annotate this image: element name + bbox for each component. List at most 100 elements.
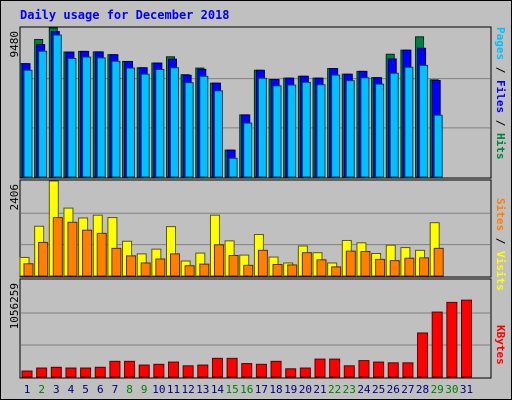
kbytes-bar — [211, 357, 223, 378]
kbytes-bar — [358, 360, 370, 378]
chart-title: Daily usage for December 2018 — [20, 8, 230, 22]
day-label: 16 — [240, 383, 253, 396]
sites-bar — [272, 264, 283, 277]
pages-bar — [23, 69, 33, 178]
kbytes-bar — [168, 361, 179, 378]
pages-bar — [404, 66, 414, 178]
day-label: 6 — [97, 383, 104, 396]
kbytes-bar — [109, 360, 121, 378]
kbytes-panel — [19, 278, 492, 379]
day-label: 22 — [328, 383, 341, 396]
hits-ymax-label: 9480 — [8, 31, 21, 58]
kbytes-bar — [285, 368, 297, 378]
kbytes-bar — [461, 299, 472, 378]
day-label: 20 — [299, 383, 312, 396]
sites-bar — [404, 257, 415, 277]
day-label: 3 — [53, 383, 60, 396]
day-label: 19 — [284, 383, 297, 396]
sites-bar — [111, 247, 122, 277]
visits-sites-bars — [19, 180, 490, 277]
kbytes-bar — [182, 365, 194, 378]
kbytes-bar — [153, 363, 165, 378]
sites-bar — [155, 258, 166, 277]
pages-bar — [316, 84, 326, 178]
pages-bar — [38, 50, 48, 178]
day-label: 28 — [416, 383, 429, 396]
sites-bar — [38, 241, 49, 277]
day-label: 9 — [141, 383, 148, 396]
kbytes-bar — [255, 363, 267, 378]
kbytes-bar — [94, 366, 106, 378]
day-label: 18 — [269, 383, 282, 396]
kbytes-bar — [138, 364, 150, 378]
sites-bar — [360, 251, 371, 277]
sites-bar — [419, 257, 430, 277]
sites-bar — [257, 249, 268, 277]
day-label: 1 — [24, 383, 31, 396]
day-label: 10 — [152, 383, 165, 396]
day-label: 29 — [431, 383, 444, 396]
sites-bar — [82, 229, 93, 277]
pages-bar — [389, 72, 399, 178]
pages-bar — [345, 80, 355, 178]
kbytes-bar — [65, 367, 77, 378]
day-label: 27 — [401, 383, 414, 396]
day-label: 24 — [357, 383, 371, 396]
sites-bar — [331, 266, 342, 277]
day-label: 26 — [387, 383, 400, 396]
sites-bar — [184, 265, 195, 277]
kbytes-bar — [50, 366, 62, 378]
sites-bar — [389, 260, 400, 277]
kbytes-bar — [446, 301, 458, 378]
sites-bar — [345, 250, 356, 277]
kbytes-bar — [226, 357, 238, 378]
sites-bar — [316, 259, 327, 277]
pages-bar — [375, 83, 385, 178]
pages-bar — [52, 34, 62, 178]
kbytes-bar — [431, 311, 443, 378]
visits-legend: Sites / Visits — [494, 198, 507, 291]
pages-bar — [155, 68, 165, 178]
kbytes-bar — [124, 360, 136, 378]
day-label: 2 — [38, 383, 45, 396]
kbytes-legend: KBytes — [494, 325, 507, 365]
kbytes-bar — [21, 370, 33, 378]
pages-bar — [301, 81, 311, 178]
day-label: 17 — [255, 383, 268, 396]
kbytes-bar — [402, 362, 414, 378]
day-label: 12 — [182, 383, 195, 396]
sites-bar — [301, 252, 312, 277]
pages-bar — [243, 122, 253, 178]
day-label: 31 — [460, 383, 473, 396]
day-labels: 1 2 3 4 5 6 7 8 9 10 11 12 13 14 15 16 17 18 19 20 21 22 23 24 2… — [24, 383, 473, 396]
kbytes-bar — [241, 363, 253, 378]
day-label: 25 — [372, 383, 385, 396]
sites-bar — [67, 221, 78, 277]
pages-bar — [360, 77, 370, 178]
day-label: 23 — [343, 383, 356, 396]
day-label: 11 — [167, 383, 180, 396]
kbytes-bar — [80, 367, 92, 378]
day-label: 4 — [68, 383, 75, 396]
sites-bar — [433, 247, 444, 277]
day-label: 14 — [211, 383, 225, 396]
pages-bar — [331, 74, 341, 178]
hits-files-pages-bars — [19, 27, 490, 178]
pages-bar — [126, 67, 136, 178]
sites-bar — [96, 232, 107, 277]
kbytes-bar — [270, 360, 282, 378]
kbytes-bar — [387, 362, 399, 378]
pages-bar — [184, 82, 194, 178]
pages-bar — [140, 73, 150, 178]
hits-legend: Pages / Files / Hits — [494, 27, 507, 160]
kbytes-bar — [299, 367, 311, 378]
pages-bar — [257, 77, 267, 178]
sites-bar — [23, 263, 34, 277]
pages-bar — [419, 64, 429, 178]
sites-bar — [375, 258, 386, 277]
day-label: 13 — [196, 383, 209, 396]
sites-bar — [213, 244, 224, 277]
kbytes-bar — [314, 358, 326, 378]
sites-bar — [243, 264, 254, 277]
pages-bar — [287, 84, 297, 178]
